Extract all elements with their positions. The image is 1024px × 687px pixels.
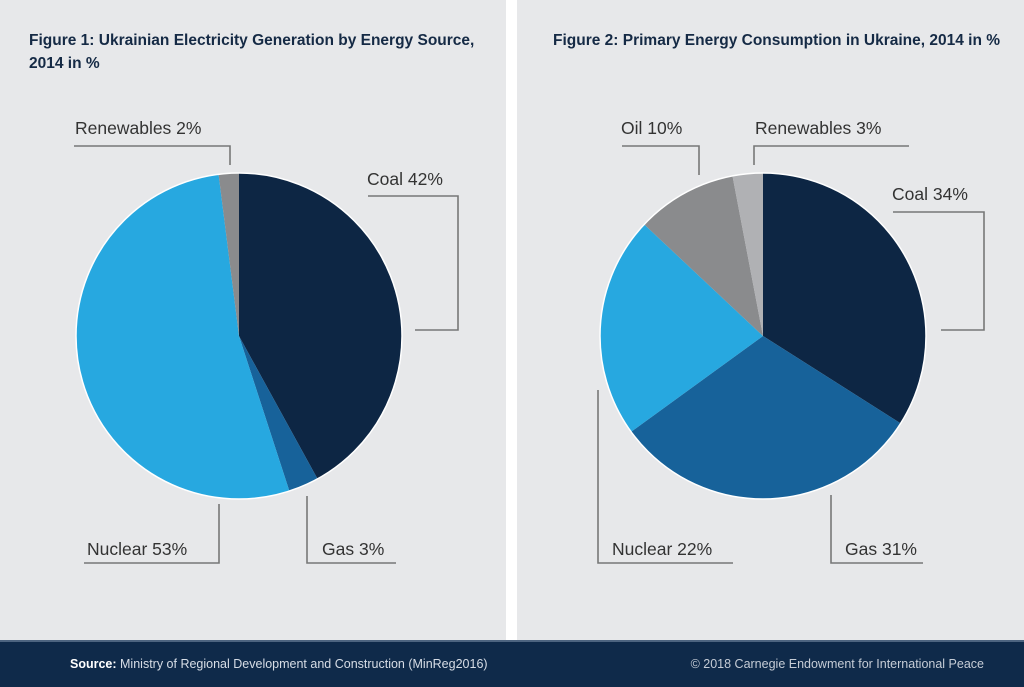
data-label-coal: Coal 34%	[892, 184, 968, 204]
leader-line-renewables	[74, 145, 231, 165]
data-label-oil: Oil 10%	[621, 118, 682, 138]
figure-1-panel: Figure 1: Ukrainian Electricity Generati…	[0, 0, 506, 640]
figure-2-panel: Figure 2: Primary Energy Consumption in …	[517, 0, 1024, 640]
leader-line-coal	[893, 211, 985, 331]
data-label-gas: Gas 31%	[845, 539, 917, 559]
pie-slice-coal	[239, 172, 403, 479]
data-label-renewables: Renewables 3%	[755, 118, 881, 138]
source-label: Source:	[70, 657, 117, 671]
figure-1-title: Figure 1: Ukrainian Electricity Generati…	[29, 32, 475, 72]
pie-slice-renewables	[732, 173, 763, 336]
pie-slice-coal	[763, 173, 927, 424]
source-note: Source: Ministry of Regional Development…	[70, 657, 488, 671]
pie-slices	[600, 173, 927, 500]
leader-line-gas	[306, 496, 396, 564]
leader-line-renewables	[753, 145, 909, 165]
copyright: © 2018 Carnegie Endowment for Internatio…	[690, 657, 984, 671]
pie-slice-gas	[239, 336, 318, 492]
data-label-gas: Gas 3%	[322, 539, 384, 559]
leader-line-coal	[368, 195, 459, 331]
leader-line-nuclear	[597, 390, 733, 564]
pie-slice-oil	[644, 175, 763, 336]
source-text: Ministry of Regional Development and Con…	[116, 657, 488, 671]
data-label-coal: Coal 42%	[367, 169, 443, 189]
leader-line-oil	[622, 145, 700, 175]
figure-1-pie-chart: Coal 42% Gas 3% Nuclear 53% Renewables 2%	[74, 118, 459, 564]
data-label-nuclear: Nuclear 53%	[87, 539, 187, 559]
leader-line-nuclear	[84, 504, 220, 564]
data-label-nuclear: Nuclear 22%	[612, 539, 712, 559]
footer: Source: Ministry of Regional Development…	[0, 640, 1024, 687]
pie-outline	[599, 172, 927, 500]
pie-slice-gas	[631, 336, 901, 500]
leader-line-gas	[830, 495, 923, 564]
data-label-renewables: Renewables 2%	[75, 118, 201, 138]
pie-slice-nuclear	[600, 224, 763, 432]
pie-slices	[75, 172, 403, 500]
pie-outline	[75, 172, 403, 500]
pie-slice-renewables	[218, 173, 239, 336]
figure-2-pie-chart: Coal 34% Gas 31% Nuclear 22% Oil 10% Renewab…	[597, 118, 985, 564]
pie-slice-nuclear	[75, 174, 290, 500]
figure-2-title: Figure 2: Primary Energy Consumption in …	[553, 32, 1001, 49]
